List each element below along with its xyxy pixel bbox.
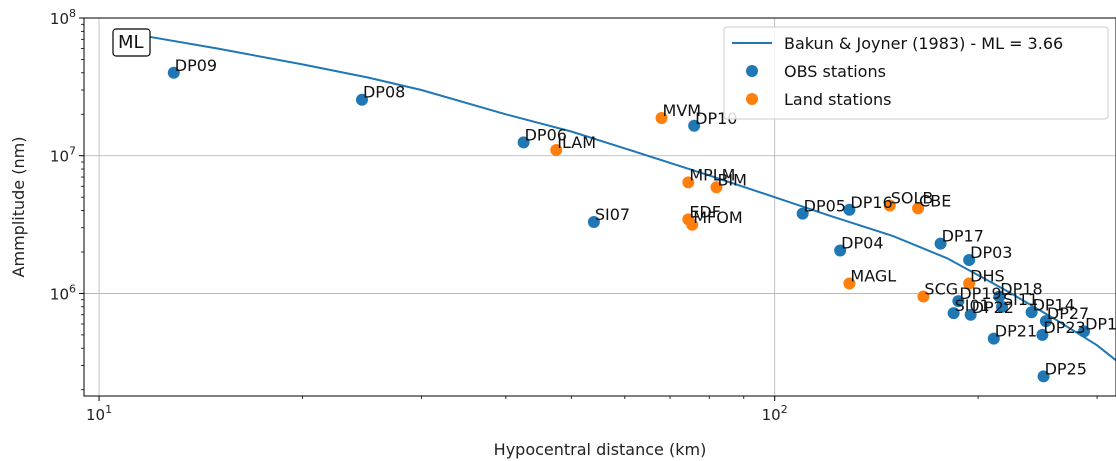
data-point: [517, 136, 530, 149]
data-point: [686, 218, 699, 231]
data-point: [883, 199, 896, 212]
legend-entry-fit-line: Bakun & Joyner (1983) - ML = 3.66: [784, 34, 1063, 53]
point-label: DP14: [1033, 295, 1075, 314]
data-point: [1036, 328, 1049, 341]
point-label: DP03: [970, 243, 1012, 262]
data-point: [952, 295, 965, 308]
x-tick-label: 102: [762, 403, 788, 424]
point-label: DP04: [841, 234, 883, 253]
y-tick-label: 107: [50, 145, 76, 166]
data-point: [912, 202, 925, 215]
data-point: [843, 277, 856, 290]
point-label: SCG: [924, 280, 958, 299]
data-point: [964, 308, 977, 321]
point-label: SI11: [1003, 290, 1038, 309]
y-tick-label: 108: [50, 7, 76, 28]
data-point: [843, 203, 856, 216]
legend-land-marker: [746, 93, 758, 105]
legend: Bakun & Joyner (1983) - ML = 3.66 OBS st…: [723, 26, 1109, 120]
point-label: DP27: [1047, 304, 1089, 323]
corner-label-frame: [112, 28, 151, 57]
point-label: BIM: [717, 170, 747, 189]
y-tick-label: 106: [50, 282, 76, 303]
y-axis-title: Ammplitude (nm): [9, 137, 28, 278]
point-label: DP19: [959, 284, 1001, 303]
point-label: DP17: [942, 227, 984, 246]
point-label: SI07: [595, 205, 630, 224]
data-point: [963, 253, 976, 266]
plot-frame: [83, 17, 1116, 397]
data-point: [947, 307, 960, 320]
point-label: SI01: [955, 296, 990, 315]
point-label: MPLM: [689, 165, 735, 184]
point-label: DP23: [1043, 318, 1085, 337]
data-point: [996, 300, 1009, 313]
corner-label-box: ML: [112, 28, 151, 57]
legend-entry-land-stations: Land stations: [784, 90, 892, 109]
data-point: [587, 216, 600, 229]
point-label: MFOM: [693, 208, 742, 227]
data-points-layer: [167, 66, 1091, 383]
data-point: [796, 207, 809, 220]
point-label: DP25: [1045, 359, 1087, 378]
corner-label: ML: [118, 32, 144, 53]
data-point: [987, 332, 1000, 345]
point-label: DHS: [970, 267, 1005, 286]
legend-obs-marker: [746, 65, 758, 77]
data-point: [934, 237, 947, 250]
point-label: MAGL: [850, 267, 896, 286]
data-point: [834, 244, 847, 257]
point-label: DP09: [175, 56, 217, 75]
data-point: [550, 144, 563, 157]
fit-line-layer: [139, 34, 1116, 362]
fit-line: [139, 34, 1116, 362]
point-label: ILAM: [557, 133, 596, 152]
data-point: [655, 111, 668, 124]
data-point: [1037, 370, 1050, 383]
point-label: SOLB: [891, 189, 934, 208]
data-point: [1078, 325, 1091, 338]
data-point: [1025, 306, 1038, 319]
x-tick-label: 101: [86, 403, 112, 424]
data-point: [993, 290, 1006, 303]
data-point: [682, 176, 695, 189]
point-label: DP21: [995, 322, 1037, 341]
data-point: [1039, 315, 1052, 328]
point-label: DP05: [804, 197, 846, 216]
data-point: [710, 181, 723, 194]
point-label: MVM: [663, 101, 702, 120]
point-label: EDF: [689, 202, 721, 221]
data-point: [355, 93, 368, 106]
point-label: DP18: [1000, 280, 1042, 299]
point-label: DP22: [972, 298, 1014, 317]
point-label: DP16: [850, 193, 892, 212]
legend-entry-obs-stations: OBS stations: [784, 62, 886, 81]
point-label: DP08: [363, 83, 405, 102]
data-point: [688, 119, 701, 132]
point-label: CBE: [919, 191, 951, 210]
x-axis-title: Hypocentral distance (km): [494, 440, 707, 459]
point-label: DP06: [525, 125, 567, 144]
data-point: [167, 66, 180, 79]
data-point: [963, 277, 976, 290]
data-point: [917, 290, 930, 303]
legend-frame: [723, 26, 1109, 120]
point-label: DP12: [1085, 314, 1116, 333]
